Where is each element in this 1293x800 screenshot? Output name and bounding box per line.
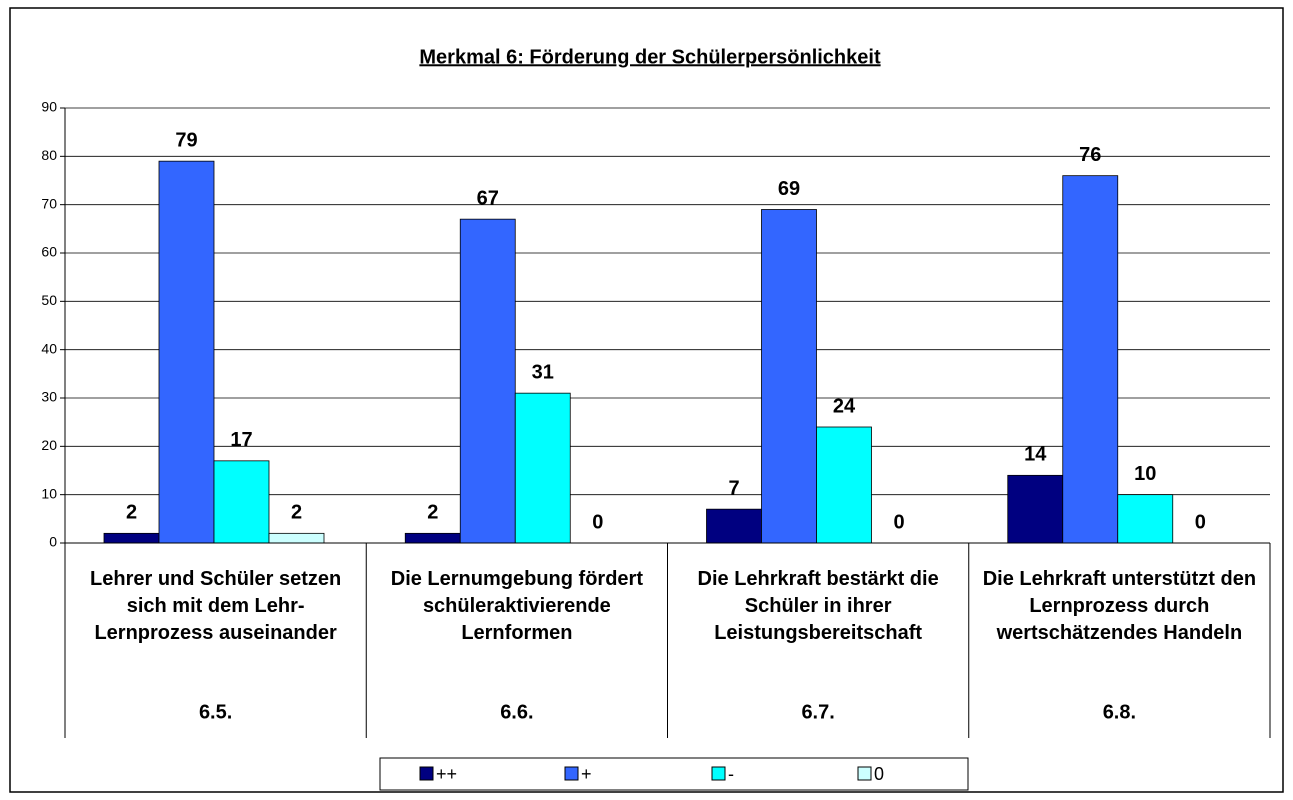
bar <box>213 460 270 544</box>
data-label: 0 <box>592 511 603 533</box>
y-tick-label: 20 <box>41 437 57 453</box>
category-label: Die Lehrkraft bestärkt die Schüler in ih… <box>697 568 939 644</box>
legend-label: - <box>728 764 734 784</box>
data-label: 2 <box>427 502 438 524</box>
legend-swatch <box>564 766 579 781</box>
data-label: 76 <box>1079 144 1101 166</box>
y-tick-label: 70 <box>41 195 57 211</box>
data-label: 2 <box>291 502 302 524</box>
legend-label: 0 <box>874 764 884 784</box>
data-label: 7 <box>728 477 739 499</box>
group-label: 6.5. <box>199 701 232 723</box>
data-label: 14 <box>1024 444 1047 466</box>
y-tick-label: 60 <box>41 244 57 260</box>
legend-swatch <box>711 766 726 781</box>
group-label: 6.7. <box>801 701 834 723</box>
bar <box>158 160 215 544</box>
bar <box>1117 494 1174 544</box>
bar <box>103 532 160 544</box>
legend-label: ++ <box>436 764 457 784</box>
data-label: 67 <box>477 187 499 209</box>
bar <box>761 209 817 544</box>
category-label: Lehrer und Schüler setzen sich mit dem L… <box>90 568 342 644</box>
legend-label: + <box>581 764 592 784</box>
bar <box>816 426 872 544</box>
legend-swatch <box>419 766 434 781</box>
bar <box>514 392 571 544</box>
bar <box>268 532 325 544</box>
group-label: 6.8. <box>1103 701 1136 723</box>
data-label: 2 <box>126 502 137 524</box>
data-label: 0 <box>1195 511 1206 533</box>
bar <box>1007 474 1064 544</box>
group-label: 6.6. <box>500 701 533 723</box>
data-label: 79 <box>175 129 197 151</box>
bar <box>706 508 762 544</box>
y-tick-label: 40 <box>41 340 57 356</box>
y-tick-label: 0 <box>49 534 57 550</box>
category-label: Die Lernumgebung fördert schüleraktivier… <box>390 568 643 644</box>
bar <box>404 532 461 544</box>
bar <box>459 218 516 544</box>
bar <box>1062 175 1119 544</box>
y-tick-label: 80 <box>41 147 57 163</box>
data-label: 69 <box>778 178 800 200</box>
y-tick-label: 50 <box>41 292 57 308</box>
y-tick-label: 30 <box>41 389 57 405</box>
data-label: 24 <box>833 395 856 417</box>
chart-title: Merkmal 6: Förderung der Schülerpersönli… <box>419 46 881 68</box>
data-label: 17 <box>230 429 252 451</box>
legend-swatch <box>857 766 872 781</box>
data-label: 0 <box>893 511 904 533</box>
data-label: 10 <box>1134 463 1156 485</box>
data-label: 31 <box>532 361 554 383</box>
category-label: Die Lehrkraft unterstützt den Lernprozes… <box>982 568 1257 644</box>
y-tick-label: 10 <box>41 485 57 501</box>
y-tick-label: 90 <box>41 99 57 115</box>
